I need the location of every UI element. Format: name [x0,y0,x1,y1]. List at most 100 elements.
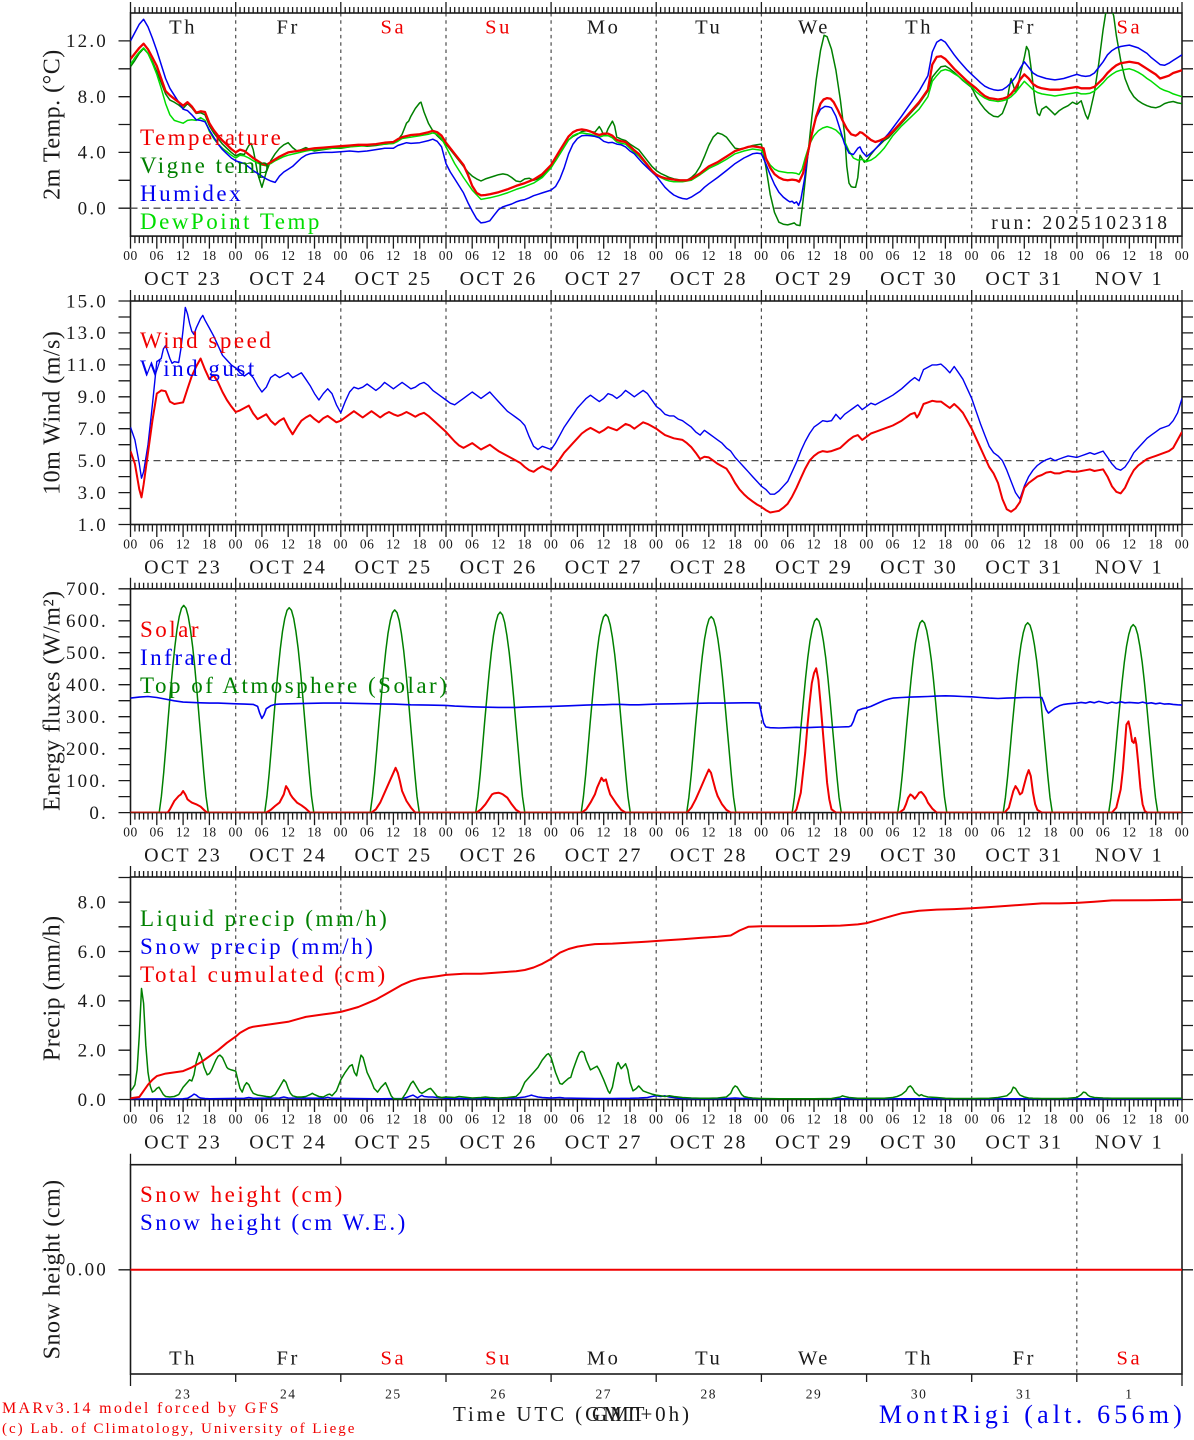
svg-text:06: 06 [150,248,165,263]
svg-text:06: 06 [991,248,1006,263]
svg-text:12: 12 [807,537,822,552]
svg-text:06: 06 [570,537,585,552]
svg-text:06: 06 [1096,825,1111,840]
svg-text:06: 06 [886,825,901,840]
svg-text:06: 06 [360,1112,375,1127]
svg-text:OCT 30: OCT 30 [880,557,958,579]
svg-text:OCT 31: OCT 31 [985,268,1063,290]
svg-text:8.0: 8.0 [78,87,108,108]
svg-text:OCT 30: OCT 30 [880,1132,958,1154]
svg-text:Tu: Tu [695,1348,722,1370]
svg-text:06: 06 [150,825,165,840]
svg-text:00: 00 [1175,1112,1190,1127]
svg-text:Snow height (cm): Snow height (cm) [40,1179,66,1359]
svg-text:12: 12 [807,248,822,263]
svg-text:Infrared: Infrared [140,645,234,670]
svg-text:27: 27 [595,1387,612,1402]
svg-text:30: 30 [911,1387,928,1402]
svg-text:12: 12 [807,825,822,840]
svg-text:12: 12 [491,1112,506,1127]
svg-text:Vigne temp: Vigne temp [140,153,272,178]
svg-text:5.0: 5.0 [78,451,108,472]
svg-text:OCT 29: OCT 29 [775,1132,853,1154]
svg-text:12: 12 [1017,825,1032,840]
svg-text:18: 18 [938,1112,953,1127]
svg-text:400.: 400. [66,675,108,696]
svg-text:00: 00 [964,1112,979,1127]
svg-text:00: 00 [1070,825,1085,840]
svg-text:06: 06 [150,537,165,552]
svg-text:18: 18 [412,825,427,840]
svg-text:06: 06 [886,1112,901,1127]
svg-text:12: 12 [912,537,927,552]
svg-text:0.0: 0.0 [78,1090,108,1111]
svg-text:Th: Th [905,17,933,39]
svg-text:06: 06 [255,537,270,552]
svg-text:Su: Su [485,1348,512,1370]
svg-text:06: 06 [675,1112,690,1127]
svg-text:Temperature: Temperature [140,125,283,150]
svg-text:12: 12 [176,248,191,263]
svg-text:Sa: Sa [381,1348,407,1370]
svg-text:25: 25 [385,1387,402,1402]
svg-text:1: 1 [1125,1387,1133,1402]
svg-text:12: 12 [176,825,191,840]
svg-text:06: 06 [780,1112,795,1127]
svg-text:7.0: 7.0 [78,419,108,440]
svg-text:12: 12 [1017,248,1032,263]
svg-text:OCT 30: OCT 30 [880,268,958,290]
svg-text:Time UTC (GMT+0h): Time UTC (GMT+0h) [453,1402,692,1426]
svg-text:12: 12 [491,537,506,552]
svg-text:18: 18 [728,537,743,552]
svg-text:00: 00 [649,1112,664,1127]
svg-text:18: 18 [307,825,322,840]
svg-text:06: 06 [675,825,690,840]
svg-text:00: 00 [334,248,349,263]
svg-text:00: 00 [1070,248,1085,263]
svg-text:06: 06 [360,537,375,552]
svg-text:18: 18 [518,825,533,840]
svg-text:00: 00 [123,1112,138,1127]
svg-text:Total cumulated (cm): Total cumulated (cm) [140,962,388,987]
svg-text:10m Wind (m/s): 10m Wind (m/s) [40,331,66,495]
svg-text:NOV 1: NOV 1 [1095,845,1164,867]
svg-text:00: 00 [859,248,874,263]
svg-text:OCT 23: OCT 23 [144,557,222,579]
svg-text:0.: 0. [89,803,108,824]
svg-text:18: 18 [728,248,743,263]
svg-text:06: 06 [570,1112,585,1127]
svg-text:18: 18 [938,825,953,840]
svg-text:00: 00 [439,1112,454,1127]
svg-text:12: 12 [1017,1112,1032,1127]
svg-text:Su: Su [485,17,512,39]
svg-text:15.0: 15.0 [66,291,108,312]
svg-text:00: 00 [544,537,559,552]
svg-text:Fr: Fr [276,17,299,39]
svg-text:6.0: 6.0 [78,942,108,963]
svg-text:18: 18 [518,537,533,552]
svg-text:Mo: Mo [587,17,621,39]
svg-text:9.0: 9.0 [78,387,108,408]
svg-text:06: 06 [255,248,270,263]
svg-text:18: 18 [1043,248,1058,263]
svg-text:00: 00 [123,825,138,840]
svg-text:OCT 29: OCT 29 [775,268,853,290]
svg-text:Snow height (cm W.E.): Snow height (cm W.E.) [140,1210,408,1235]
svg-text:500.: 500. [66,643,108,664]
svg-text:18: 18 [518,1112,533,1127]
svg-text:2.0: 2.0 [78,1040,108,1061]
svg-text:18: 18 [412,248,427,263]
svg-text:OCT 26: OCT 26 [460,845,538,867]
svg-text:18: 18 [1148,537,1163,552]
svg-text:18: 18 [202,1112,217,1127]
svg-text:We: We [798,1348,830,1370]
svg-text:18: 18 [623,248,638,263]
svg-text:18: 18 [623,825,638,840]
svg-text:06: 06 [886,537,901,552]
svg-text:MARv3.14 model forced by GFS: MARv3.14 model forced by GFS [2,1400,281,1417]
svg-text:18: 18 [1148,825,1163,840]
svg-text:700.: 700. [66,579,108,600]
svg-text:18: 18 [412,537,427,552]
svg-text:OCT 28: OCT 28 [670,845,748,867]
svg-text:Fr: Fr [1013,17,1036,39]
